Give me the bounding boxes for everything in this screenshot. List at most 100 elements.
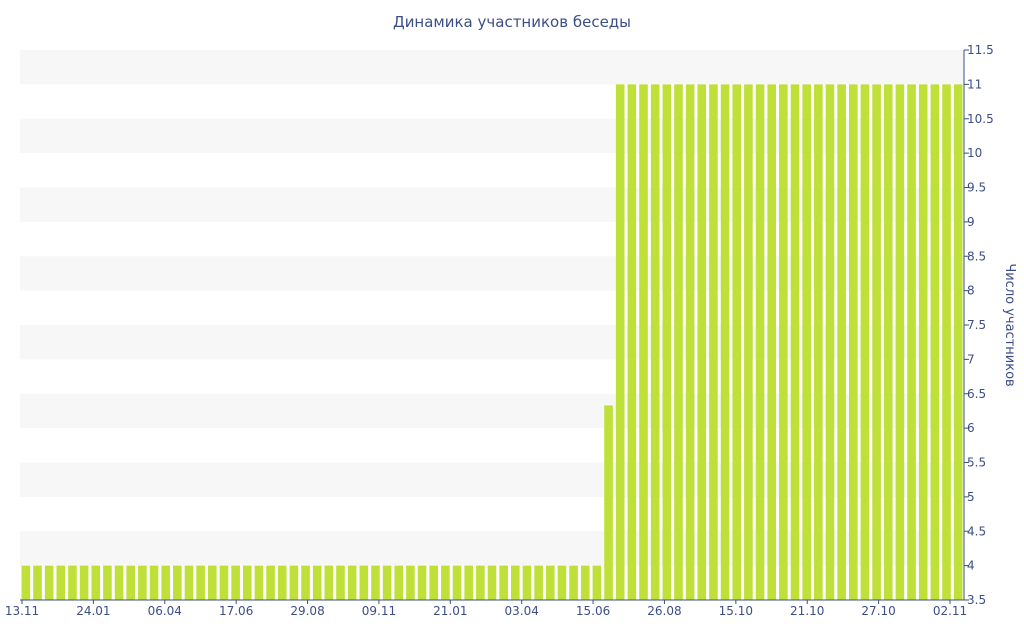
bar	[907, 84, 916, 600]
bar	[371, 565, 380, 600]
bar	[883, 84, 893, 600]
bar	[254, 565, 264, 600]
bar	[394, 565, 404, 600]
bar	[674, 84, 683, 600]
bar	[685, 84, 695, 600]
bar	[720, 84, 730, 600]
bar	[91, 565, 101, 600]
bar	[68, 565, 77, 600]
x-tick-label: 21.10	[790, 604, 824, 618]
bar	[662, 84, 672, 600]
bar	[464, 565, 474, 600]
bar	[942, 84, 951, 600]
y-tick-label: 10.5	[967, 112, 994, 126]
bar	[301, 565, 310, 600]
bar	[918, 84, 928, 600]
y-tick-label: 6.5	[967, 387, 986, 401]
x-tick-label: 17.06	[219, 604, 253, 618]
bar	[324, 565, 334, 600]
bar	[615, 84, 625, 600]
bar	[627, 84, 637, 600]
bar	[242, 565, 252, 600]
grid-band	[20, 50, 964, 85]
bar	[814, 84, 823, 600]
bar	[196, 565, 205, 600]
bar	[103, 565, 112, 600]
bar	[114, 565, 124, 600]
bar	[860, 84, 870, 600]
bar	[837, 84, 846, 600]
bar	[231, 565, 240, 600]
y-tick-label: 3.5	[967, 593, 986, 607]
bar	[709, 84, 718, 600]
bar	[149, 565, 159, 600]
x-tick-label: 15.10	[719, 604, 753, 618]
y-tick-label: 8.5	[967, 249, 986, 263]
bar	[429, 565, 439, 600]
x-tick-label: 13.11	[5, 604, 39, 618]
bar	[359, 565, 369, 600]
bar	[266, 565, 275, 600]
bar	[347, 565, 357, 600]
bar	[138, 565, 147, 600]
bar	[802, 84, 811, 600]
y-axis-title: Число участников	[1002, 263, 1017, 386]
x-tick-label: 09.11	[362, 604, 396, 618]
y-tick-label: 4	[967, 559, 975, 573]
bar	[289, 565, 299, 600]
x-tick-label: 24.01	[76, 604, 110, 618]
bar	[604, 405, 613, 600]
bar	[790, 84, 800, 600]
bar	[557, 565, 567, 600]
bar	[755, 84, 765, 600]
bar	[779, 84, 788, 600]
bar	[697, 84, 707, 600]
bar	[534, 565, 543, 600]
bar	[499, 565, 508, 600]
y-tick-label: 7	[967, 352, 975, 366]
x-tick-label: 27.10	[861, 604, 895, 618]
bar	[207, 565, 217, 600]
bar	[277, 565, 287, 600]
bar	[406, 565, 415, 600]
y-tick-label: 7.5	[967, 318, 986, 332]
y-tick-label: 5.5	[967, 456, 986, 470]
bar	[21, 565, 31, 600]
bar	[732, 84, 742, 600]
y-tick-label: 11	[967, 77, 982, 91]
bar	[650, 84, 660, 600]
x-tick-label: 02.11	[933, 604, 967, 618]
x-tick-label: 15.06	[576, 604, 610, 618]
y-tick-label: 6	[967, 421, 975, 435]
y-tick-label: 5	[967, 490, 975, 504]
bar	[510, 565, 520, 600]
bar	[452, 565, 462, 600]
bar	[126, 565, 136, 600]
bar	[184, 565, 194, 600]
bar	[872, 84, 881, 600]
y-tick-label: 4.5	[967, 524, 986, 538]
y-tick-label: 9.5	[967, 181, 986, 195]
bar	[417, 565, 427, 600]
bar	[569, 565, 578, 600]
bar	[441, 565, 450, 600]
bar	[592, 565, 602, 600]
bar	[825, 84, 835, 600]
bar	[639, 84, 648, 600]
y-tick-label: 10	[967, 146, 982, 160]
bar	[56, 565, 66, 600]
bar	[895, 84, 905, 600]
y-tick-label: 9	[967, 215, 975, 229]
bar	[744, 84, 753, 600]
bar	[953, 84, 963, 600]
bar	[33, 565, 42, 600]
bar	[79, 565, 89, 600]
bar	[848, 84, 858, 600]
bar	[930, 84, 940, 600]
x-tick-label: 29.08	[290, 604, 324, 618]
chart-title: Динамика участников беседы	[392, 13, 632, 31]
bar	[312, 565, 322, 600]
x-tick-label: 06.04	[148, 604, 182, 618]
bar	[219, 565, 229, 600]
x-tick-label: 21.01	[433, 604, 467, 618]
